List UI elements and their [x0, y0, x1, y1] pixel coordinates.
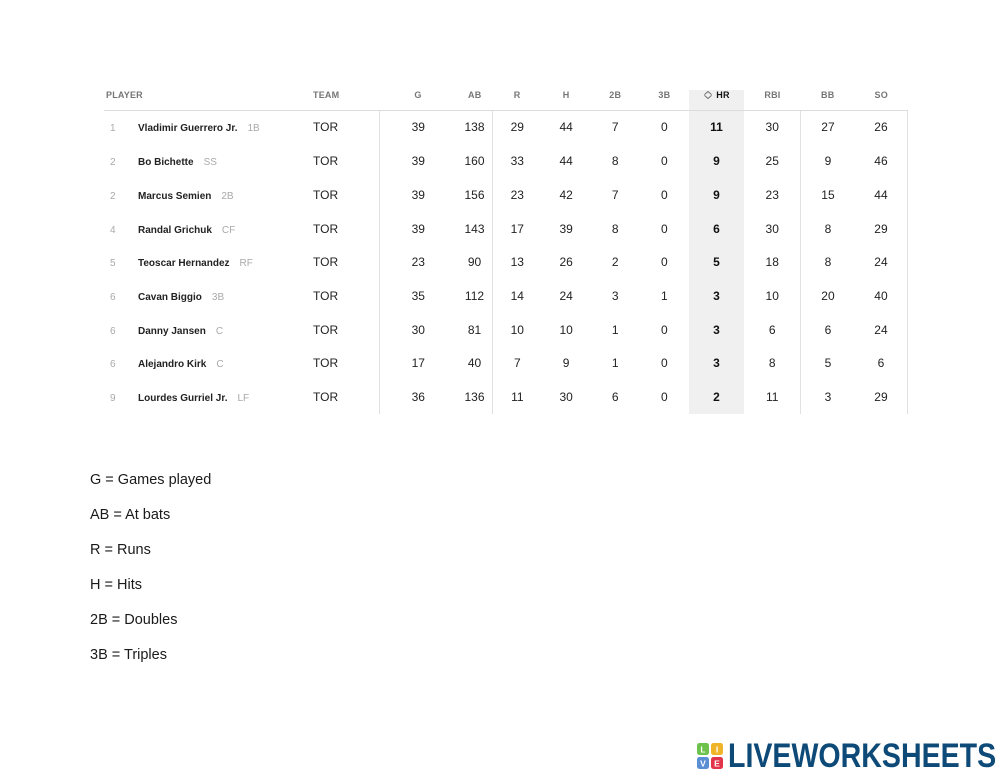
svg-text:I: I [716, 744, 718, 754]
svg-text:E: E [714, 758, 720, 768]
svg-text:V: V [700, 758, 706, 768]
svg-text:L: L [700, 744, 705, 754]
